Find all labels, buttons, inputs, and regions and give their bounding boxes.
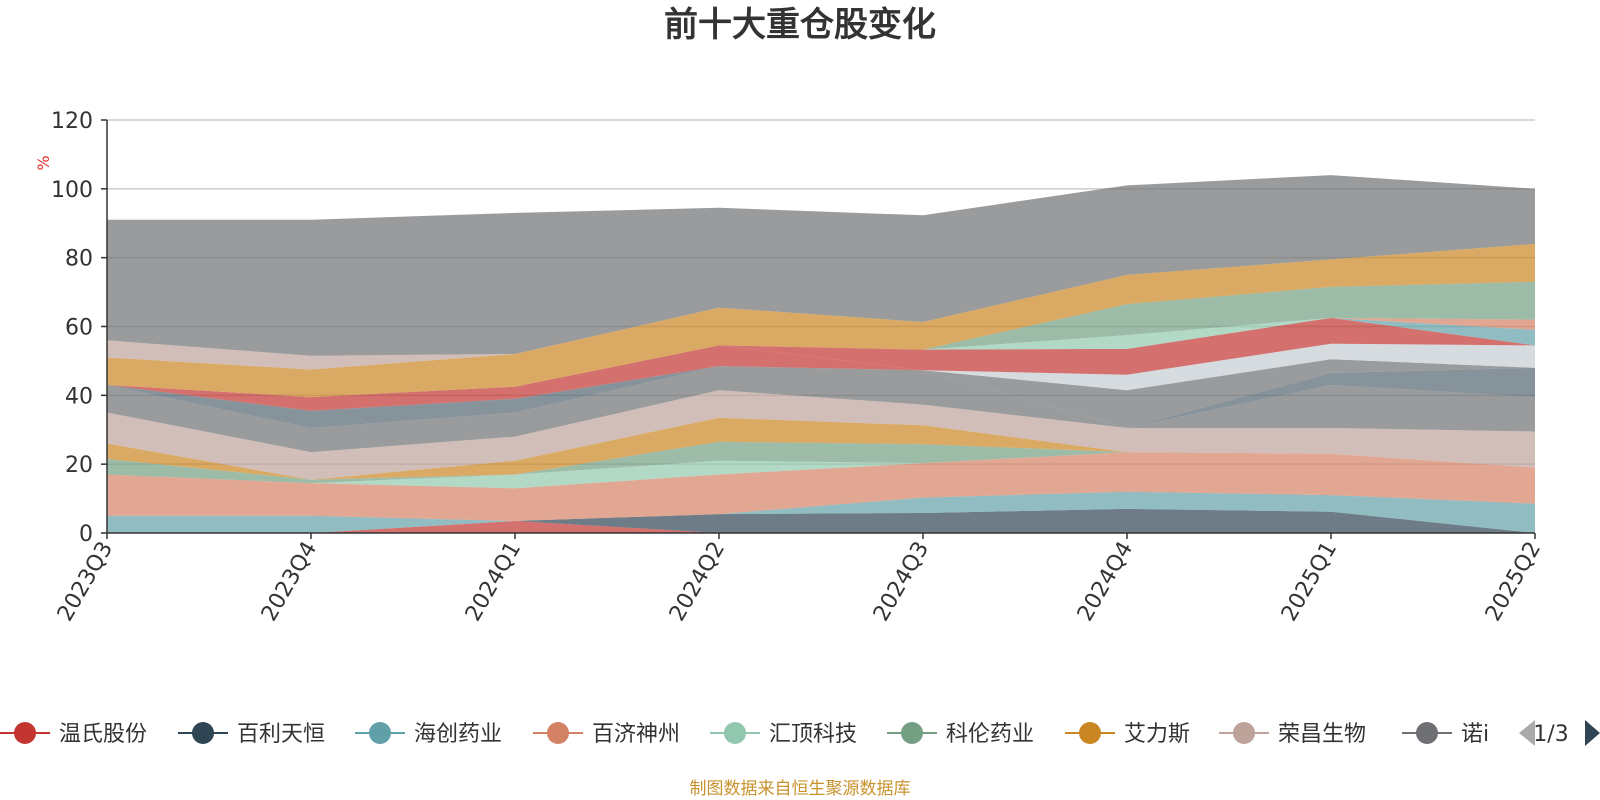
legend-label: 科伦药业 xyxy=(946,722,1034,747)
x-tick-label: 2024Q1 xyxy=(461,538,526,626)
y-tick-label: 20 xyxy=(65,453,93,478)
area-series-7 xyxy=(107,417,1535,480)
x-tick-label: 2023Q4 xyxy=(257,538,322,626)
x-tick-label: 2025Q2 xyxy=(1481,538,1546,626)
legend-label: 温氏股份 xyxy=(59,722,147,747)
y-tick-label: 60 xyxy=(65,316,93,341)
legend-label: 百利天恒 xyxy=(237,722,325,747)
x-tick-label: 2025Q1 xyxy=(1277,538,1342,626)
area-series xyxy=(107,175,1535,533)
x-tick-label: 2024Q2 xyxy=(665,538,730,626)
area-series-19 xyxy=(107,243,1535,398)
legend-marker-icon xyxy=(14,722,36,744)
legend-marker-icon xyxy=(547,722,569,744)
area-series-2 xyxy=(107,508,1535,533)
area-series-12 xyxy=(107,345,1535,428)
area-series-11 xyxy=(107,345,1535,428)
legend-item[interactable]: 艾力斯 xyxy=(1065,722,1190,747)
y-tick-label: 120 xyxy=(51,109,93,134)
x-tick-label: 2024Q4 xyxy=(1073,538,1138,626)
legend-item[interactable]: 汇顶科技 xyxy=(710,722,857,747)
legend-item[interactable]: 海创药业 xyxy=(355,722,502,747)
legend-marker-icon xyxy=(1416,722,1438,744)
legend-label: 汇顶科技 xyxy=(769,722,857,747)
data-source-note: 制图数据来自恒生聚源数据库 xyxy=(690,779,911,799)
legend-item[interactable]: 科伦药业 xyxy=(887,722,1034,747)
legend-label: 艾力斯 xyxy=(1124,722,1190,747)
legend-marker-icon xyxy=(901,722,923,744)
legend-page-indicator: 1/3 xyxy=(1533,722,1568,747)
area-series-3 xyxy=(107,491,1535,533)
area-series-13 xyxy=(107,343,1535,398)
legend-label: 百济神州 xyxy=(592,722,680,747)
area-series-5 xyxy=(107,452,1535,489)
area-series-8 xyxy=(107,390,1535,480)
triangle-left-icon[interactable] xyxy=(1519,720,1535,746)
legend-item[interactable]: 百利天恒 xyxy=(178,722,325,747)
legend-label: 荣昌生物 xyxy=(1278,722,1366,747)
y-tick-label: 0 xyxy=(79,522,93,547)
legend-marker-icon xyxy=(1079,722,1101,744)
legend-marker-icon xyxy=(369,722,391,744)
triangle-right-icon[interactable] xyxy=(1585,720,1600,746)
legend-label: 诺i xyxy=(1461,722,1489,747)
x-tick-label: 2023Q3 xyxy=(53,538,118,626)
area-series-6 xyxy=(107,441,1535,484)
y-axis-unit: % xyxy=(34,155,53,170)
legend-marker-icon xyxy=(724,722,746,744)
area-series-21 xyxy=(107,175,1535,356)
area-series-10 xyxy=(107,366,1535,428)
y-tick-label: 80 xyxy=(65,247,93,272)
area-series-14 xyxy=(107,317,1535,398)
y-tick-label: 40 xyxy=(65,384,93,409)
legend-item[interactable]: 荣昌生物 xyxy=(1219,722,1366,747)
area-series-4 xyxy=(107,452,1535,521)
legend-item[interactable]: 诺i xyxy=(1402,722,1489,747)
legend-marker-icon xyxy=(1233,722,1255,744)
area-series-16 xyxy=(107,317,1535,398)
area-series-18 xyxy=(107,281,1535,398)
legend-item[interactable]: 百济神州 xyxy=(533,722,680,747)
area-series-20 xyxy=(107,243,1535,370)
area-series-9 xyxy=(107,366,1535,453)
legend-label: 海创药业 xyxy=(414,722,502,747)
legend: 温氏股份 百利天恒 海创药业 百济神州 汇顶科技 科伦药业 艾力斯 荣昌生物 诺i 1/3 xyxy=(0,720,1600,747)
legend-item[interactable]: 温氏股份 xyxy=(0,722,147,747)
x-tick-label: 2024Q3 xyxy=(869,538,934,626)
y-tick-label: 100 xyxy=(51,178,93,203)
legend-marker-icon xyxy=(192,722,214,744)
area-series-15 xyxy=(107,317,1535,398)
chart-title: 前十大重仓股变化 xyxy=(664,5,936,45)
